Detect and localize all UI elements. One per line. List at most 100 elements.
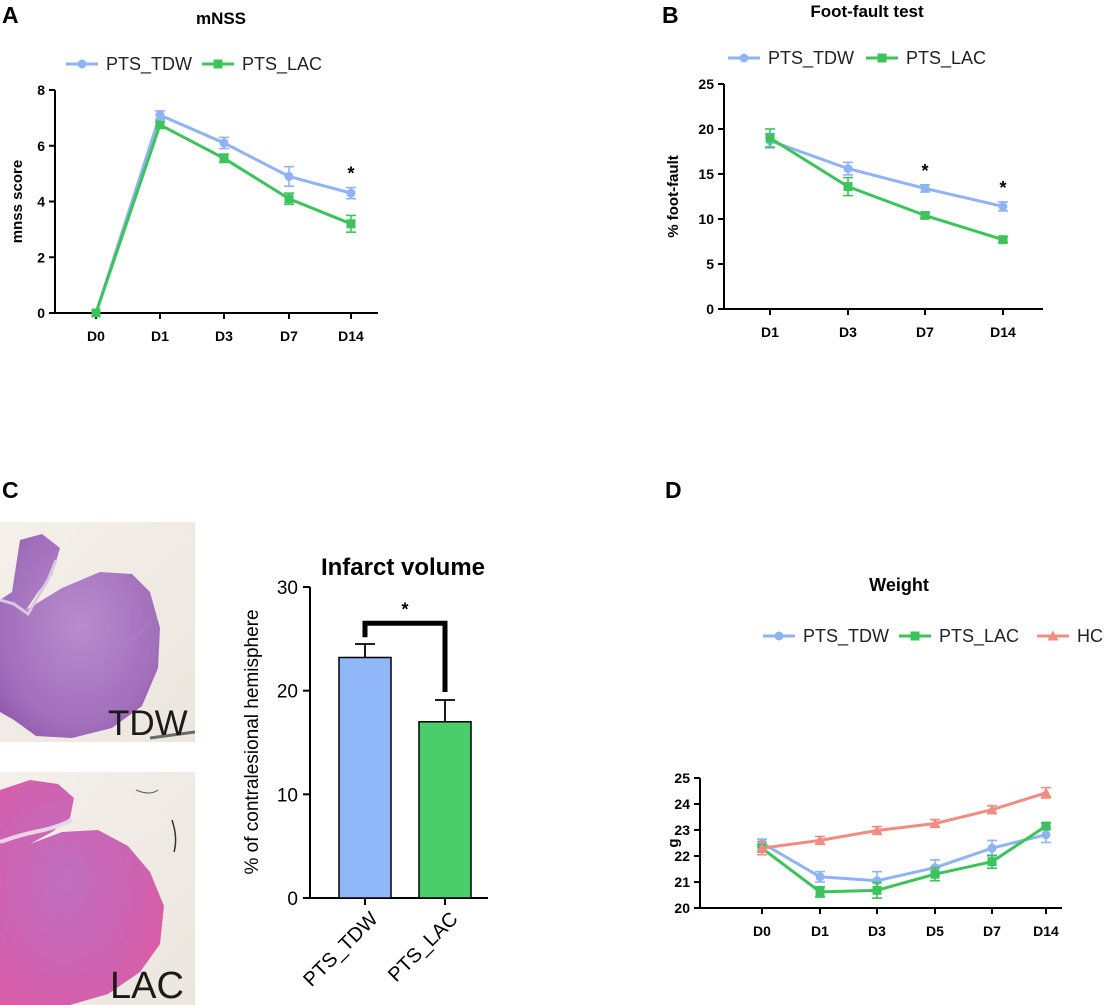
x-tick-label: D0	[753, 923, 771, 939]
legend-label-pts-tdw: PTS_TDW	[768, 48, 854, 69]
data-point-pts-tdw	[1041, 830, 1051, 840]
series-line-pts-lac	[94, 123, 352, 314]
data-point-hc	[1040, 787, 1052, 798]
y-tick-label: 0	[287, 889, 298, 910]
histology-label-tdw: TDW	[108, 704, 188, 743]
legend-label-pts-tdw: PTS_TDW	[803, 626, 889, 647]
chart-mnss: mNSS PTS_TDW PTS_LAC 0 2 4 6 8 D0 D1 D3 D7 D14 mnss s…	[9, 9, 378, 344]
x-tick-label: D3	[839, 324, 857, 340]
x-tick-label: D14	[1033, 923, 1059, 939]
panel-letter-c: C	[2, 477, 19, 503]
significance-bracket	[362, 620, 448, 692]
y-tick-label: 0	[706, 301, 714, 317]
panel-letter-a: A	[2, 2, 19, 28]
chart-title: Weight	[869, 575, 929, 595]
x-tick-label: D14	[990, 324, 1016, 340]
data-point-hc	[756, 842, 768, 853]
histology-label-lac: LAC	[110, 965, 184, 1005]
y-tick-label: 22	[674, 848, 690, 864]
x-tick-label: D7	[916, 324, 934, 340]
data-point-pts-lac	[920, 210, 930, 220]
legend-marker-pts-tdw	[774, 631, 784, 641]
legend-label-pts-lac: PTS_LAC	[939, 626, 1019, 647]
significance-marker: *	[347, 164, 354, 184]
x-tick-label: PTS_LAC	[384, 908, 462, 986]
y-tick-label: 10	[277, 785, 298, 806]
y-axis-label: % foot-fault	[665, 155, 682, 237]
data-point-pts-tdw	[998, 201, 1008, 211]
significance-marker: *	[921, 161, 928, 181]
chart-title: mNSS	[196, 9, 246, 28]
series-line-pts-tdw	[761, 833, 1047, 883]
panel-letter-d: D	[665, 477, 682, 503]
data-point-pts-lac	[843, 182, 853, 192]
x-tick-label: PTS_TDW	[299, 908, 382, 991]
legend-marker-pts-lac	[910, 631, 920, 641]
bar-pts-lac	[418, 721, 472, 899]
legend-label-pts-lac: PTS_LAC	[906, 48, 986, 69]
data-point-pts-tdw	[155, 110, 165, 120]
x-tick-label: D1	[761, 324, 779, 340]
data-point-pts-tdw	[987, 843, 997, 853]
y-tick-label: 8	[37, 82, 45, 98]
data-point-pts-tdw	[219, 138, 229, 148]
x-tick-label: D1	[151, 328, 169, 344]
series-line-pts-lac	[761, 824, 1047, 894]
data-point-pts-lac	[930, 869, 940, 879]
data-point-pts-tdw	[920, 183, 930, 193]
chart-weight: Weight PTS_TDW PTS_LAC HC 20 21 22 23 24 25 D0 D1 D3…	[665, 575, 1103, 939]
y-tick-label: 23	[674, 822, 690, 838]
series-line-pts-lac	[769, 136, 1004, 242]
x-tick-label: D14	[338, 328, 364, 344]
data-point-pts-tdw	[815, 872, 825, 882]
data-point-hc	[814, 834, 826, 845]
y-tick-label: 30	[277, 578, 298, 599]
x-tick-label: D3	[868, 923, 886, 939]
data-point-pts-lac	[765, 133, 775, 143]
legend-label-pts-tdw: PTS_TDW	[106, 54, 192, 75]
data-point-pts-lac	[987, 857, 997, 867]
x-tick-label: D5	[926, 923, 944, 939]
y-axis-label: % of contralesional hemisphere	[242, 609, 263, 874]
significance-marker: *	[401, 599, 408, 619]
y-tick-label: 2	[37, 249, 45, 265]
y-axis-label: mnss score	[9, 160, 26, 243]
legend-marker-hc	[1047, 630, 1059, 641]
y-tick-label: 20	[698, 121, 714, 137]
y-axis-label: g	[665, 838, 682, 847]
y-tick-label: 0	[37, 305, 45, 321]
data-point-pts-lac	[284, 194, 294, 204]
data-point-pts-lac	[219, 153, 229, 163]
histology-image-lac: LAC	[0, 772, 195, 1005]
data-point-hc	[871, 825, 883, 836]
y-tick-label: 10	[698, 211, 714, 227]
y-tick-label: 5	[706, 256, 714, 272]
legend-marker-pts-tdw	[739, 53, 749, 63]
data-point-pts-tdw	[284, 171, 294, 181]
data-point-hc	[929, 818, 941, 828]
data-point-pts-lac	[815, 887, 825, 897]
bar-pts-tdw	[338, 656, 392, 899]
x-tick-label: D0	[87, 328, 105, 344]
histology-image-tdw: TDW	[0, 522, 196, 743]
data-point-pts-lac	[872, 885, 882, 895]
legend-label-pts-lac: PTS_LAC	[242, 54, 322, 75]
legend-marker-pts-lac	[877, 53, 887, 63]
x-tick-label: D3	[215, 328, 233, 344]
x-tick-label: D7	[280, 328, 298, 344]
legend-marker-pts-lac	[213, 59, 223, 69]
data-point-pts-lac	[155, 120, 165, 130]
y-tick-label: 20	[277, 682, 298, 703]
y-tick-label: 6	[37, 138, 45, 154]
y-tick-label: 25	[674, 770, 690, 786]
y-tick-label: 15	[698, 166, 714, 182]
y-tick-label: 24	[674, 796, 690, 812]
x-tick-label: D1	[811, 923, 829, 939]
chart-footfault: Foot-fault test PTS_TDW PTS_LAC 0 5 10 15 20 25 D…	[665, 2, 1043, 340]
legend-marker-pts-tdw	[77, 59, 87, 69]
data-point-pts-lac	[91, 308, 101, 318]
legend-label-hc: HC	[1077, 626, 1103, 646]
data-point-pts-lac	[1041, 821, 1051, 831]
data-point-pts-lac	[998, 235, 1008, 245]
